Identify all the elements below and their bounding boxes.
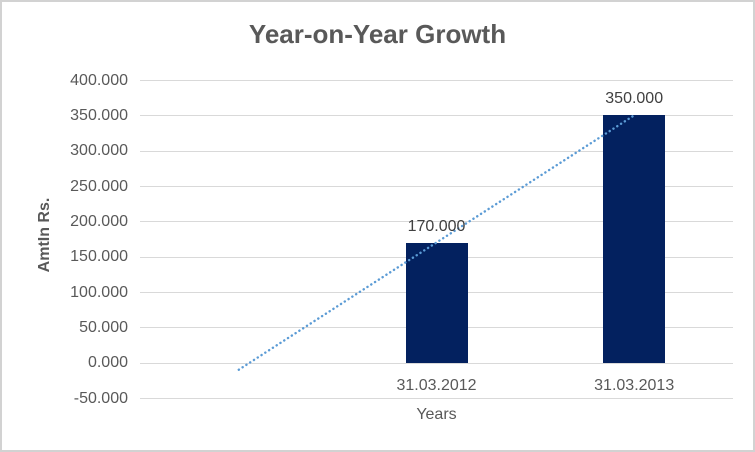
gridline: [140, 150, 733, 152]
bar-31.03.2013: [603, 115, 666, 363]
x-axis-category-label: 31.03.2012: [396, 377, 477, 394]
y-axis-tick-label: 350.000: [70, 106, 128, 124]
y-axis-tick-label: 0.000: [87, 354, 128, 372]
gridline: [140, 80, 733, 81]
gridline: [140, 221, 733, 223]
gridline: [140, 362, 733, 364]
chart-title: Year-on-Year Growth: [248, 19, 507, 49]
x-axis-category-label: 31.03.2013: [594, 377, 675, 394]
plot-area: 170.000 350.000: [140, 80, 733, 399]
y-axis-tick-label: 250.000: [70, 177, 128, 195]
gridline: [140, 186, 733, 187]
y-axis-tick-label: 150.000: [70, 248, 128, 266]
gridline: [140, 398, 733, 399]
x-axis-title: Years: [416, 406, 457, 423]
y-axis-tick-label: 100.000: [70, 283, 128, 301]
trendline: [237, 114, 636, 371]
y-axis-tick-label: 50.000: [79, 318, 128, 336]
data-label: 350.000: [605, 90, 664, 108]
gridline: [140, 115, 733, 117]
y-axis-tick-label: 200.000: [70, 212, 128, 230]
bar-31.03.2012: [405, 242, 468, 363]
data-label: 170.000: [407, 217, 466, 235]
y-axis-tick-label: 400.000: [70, 71, 128, 89]
y-axis-tick-label: 300.000: [70, 142, 128, 160]
y-axis-tick-label: -50.000: [73, 389, 128, 407]
